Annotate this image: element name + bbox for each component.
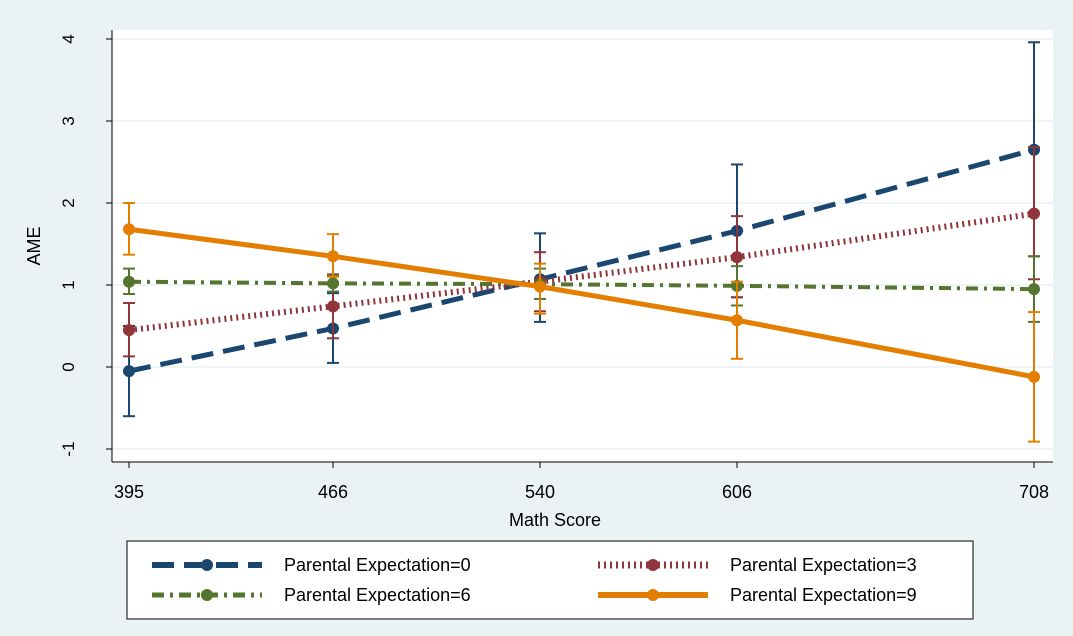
data-point — [123, 365, 135, 378]
x-tick-label: 708 — [1019, 482, 1049, 502]
legend-label: Parental Expectation=3 — [730, 555, 917, 575]
y-tick-label: -1 — [59, 441, 78, 456]
legend-item-1: Parental Expectation=3 — [598, 555, 917, 575]
y-tick-label: 1 — [59, 280, 78, 289]
data-point — [123, 223, 135, 236]
data-point — [731, 314, 743, 327]
data-point — [327, 277, 339, 290]
legend-label: Parental Expectation=6 — [284, 585, 471, 605]
data-point — [123, 275, 135, 288]
data-point — [1028, 370, 1040, 383]
x-tick-label: 395 — [114, 482, 144, 502]
y-tick-label: 3 — [59, 116, 78, 125]
legend-swatch-marker — [647, 559, 659, 571]
legend-swatch-marker — [201, 589, 213, 601]
series-layer — [123, 41, 1040, 443]
legend-item-2: Parental Expectation=6 — [152, 585, 471, 605]
legend-item-3: Parental Expectation=9 — [598, 585, 917, 605]
data-point — [123, 324, 135, 337]
data-point — [327, 300, 339, 313]
y-tick-label: 4 — [59, 34, 78, 43]
legend-swatch-marker — [647, 589, 659, 601]
legend: Parental Expectation=0 Parental Expectati… — [152, 555, 917, 605]
legend-item-0: Parental Expectation=0 — [152, 555, 471, 575]
x-tick-label: 466 — [318, 482, 348, 502]
y-axis-ticks: -1 0 1 2 3 4 — [59, 34, 112, 457]
x-tick-label: 540 — [525, 482, 555, 502]
y-tick-label: 0 — [59, 362, 78, 371]
legend-swatch-marker — [201, 559, 213, 571]
data-point — [534, 280, 546, 293]
series-3 — [123, 202, 1040, 443]
legend-label: Parental Expectation=0 — [284, 555, 471, 575]
data-point — [327, 250, 339, 263]
y-tick-label: 2 — [59, 198, 78, 207]
x-tick-label: 606 — [722, 482, 752, 502]
legend-box — [126, 540, 974, 620]
x-axis-ticks: 395 466 540 606 708 — [114, 462, 1049, 502]
x-axis-label: Math Score — [509, 510, 601, 530]
grid — [112, 38, 1053, 450]
data-point — [731, 251, 743, 264]
data-point — [1028, 283, 1040, 296]
y-axis-label: AME — [24, 226, 44, 265]
legend-label: Parental Expectation=9 — [730, 585, 917, 605]
data-point — [1028, 207, 1040, 220]
